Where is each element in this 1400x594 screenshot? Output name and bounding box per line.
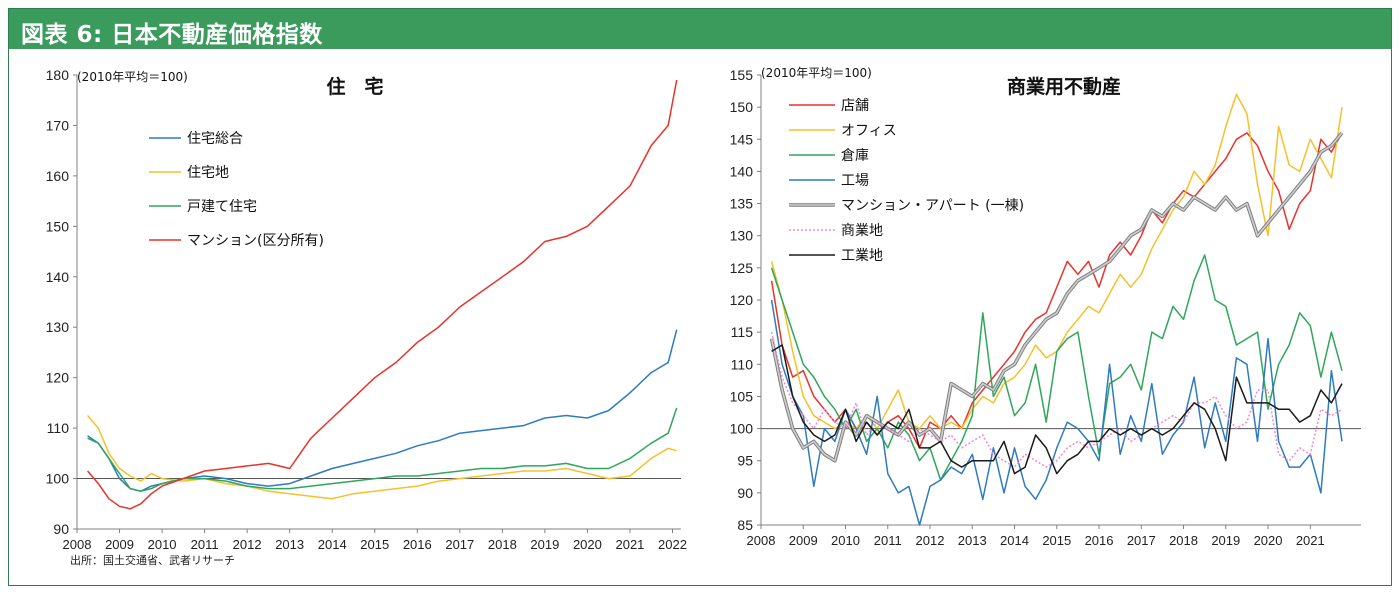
- series-line: [770, 331, 1343, 468]
- x-tick-label: 2012: [233, 537, 262, 552]
- figure-frame: 図表 6: 日本不動産価格指数 90 100 110 120 130 140 150 160 1…: [8, 8, 1392, 586]
- chart-title: 商業用不動産: [1007, 75, 1121, 98]
- x-tick-label: 2013: [275, 537, 304, 552]
- x-tick-label: 2020: [1254, 533, 1283, 548]
- y-tick-label: 110: [731, 356, 754, 372]
- series-line: [87, 407, 678, 492]
- series-line: [770, 299, 1343, 526]
- y-tick-label: 170: [46, 117, 70, 133]
- y-tick-label: 130: [730, 228, 754, 244]
- series-line: [87, 415, 677, 500]
- chart-title: 住 宅: [326, 75, 383, 98]
- x-tick-label: 2019: [1211, 533, 1240, 548]
- x-tick-label: 2010: [831, 533, 860, 548]
- commercial-chart-svg: 85 90 95 100 105 110 115 120 125 130 135 140 145 150 1…: [730, 66, 1361, 548]
- y-tick-label: 140: [730, 163, 754, 179]
- y-tick-label: 100: [730, 421, 754, 437]
- x-tick-label: 2020: [573, 537, 602, 552]
- legend-label: 商業地: [841, 223, 883, 239]
- unit-note: (2010年平均＝100): [761, 66, 872, 80]
- series-line: [87, 79, 678, 510]
- residential-chart-svg: 90 100 110 120 130 140 150 160 170 180 2008 2009 201…: [46, 67, 687, 552]
- x-tick-label: 2019: [530, 537, 559, 552]
- x-tick-label: 2010: [148, 537, 177, 552]
- x-tick-label: 2016: [1085, 533, 1114, 548]
- residential-chart-panel: 90 100 110 120 130 140 150 160 170 180 2008 2009 201…: [15, 53, 695, 583]
- legend-label: オフィス: [841, 123, 897, 139]
- y-tick-label: 95: [737, 453, 753, 469]
- x-tick-label: 2011: [191, 537, 219, 552]
- y-tick-label: 150: [46, 218, 70, 234]
- series-line: [770, 132, 1343, 462]
- y-tick-label: 85: [737, 517, 753, 533]
- y-tick-label: 120: [730, 292, 754, 308]
- x-tick-label: 2022: [658, 537, 687, 552]
- y-tick-label: 155: [730, 67, 754, 83]
- y-tick-label: 125: [730, 260, 754, 276]
- y-tick-label: 180: [46, 67, 70, 83]
- legend-label: 工場: [841, 173, 869, 189]
- y-tick-label: 110: [47, 420, 70, 436]
- commercial-axes: 85 90 95 100 105 110 115 120 125 130 135 140 145 150 1…: [730, 67, 1361, 548]
- residential-series-group: [87, 79, 678, 510]
- x-tick-label: 2017: [1127, 533, 1156, 548]
- figure-header: 図表 6: 日本不動産価格指数: [9, 9, 1391, 49]
- y-tick-label: 145: [730, 131, 754, 147]
- source-note: 出所：国土交通省、武者リサーチ: [70, 554, 235, 567]
- x-tick-label: 2021: [615, 537, 644, 552]
- y-tick-label: 90: [737, 485, 753, 501]
- y-tick-label: 105: [730, 388, 754, 404]
- x-tick-label: 2012: [916, 533, 945, 548]
- x-tick-label: 2008: [63, 537, 92, 552]
- x-tick-label: 2015: [360, 537, 389, 552]
- legend-label: 住宅総合: [187, 131, 243, 147]
- x-tick-label: 2017: [445, 537, 474, 552]
- x-tick-label: 2013: [958, 533, 987, 548]
- commercial-chart-panel: 85 90 95 100 105 110 115 120 125 130 135 140 145 150 1…: [699, 53, 1387, 583]
- legend-label: 戸建て住宅: [187, 199, 257, 215]
- x-tick-label: 2011: [874, 533, 902, 548]
- x-tick-label: 2009: [789, 533, 818, 548]
- y-tick-label: 135: [730, 196, 754, 212]
- x-tick-label: 2009: [105, 537, 134, 552]
- x-tick-label: 2014: [1000, 533, 1029, 548]
- unit-note: (2010年平均＝100): [77, 70, 188, 84]
- legend-label: 工業地: [841, 248, 883, 264]
- legend-label: マンション(区分所有): [187, 233, 324, 249]
- residential-axes: 90 100 110 120 130 140 150 160 170 180 2008 2009 201…: [46, 67, 687, 552]
- y-tick-label: 160: [46, 168, 70, 184]
- x-tick-label: 2018: [1169, 533, 1198, 548]
- series-line: [771, 344, 1343, 475]
- x-tick-label: 2018: [488, 537, 517, 552]
- x-tick-label: 2015: [1042, 533, 1071, 548]
- legend-label: 店舗: [841, 98, 869, 114]
- legend-label: 住宅地: [187, 165, 229, 181]
- y-tick-label: 150: [730, 99, 754, 115]
- y-tick-label: 120: [46, 370, 70, 386]
- x-tick-label: 2021: [1296, 533, 1325, 548]
- legend-label: 倉庫: [841, 147, 869, 164]
- series-line: [770, 254, 1343, 481]
- figure-title: 図表 6: 日本不動産価格指数: [21, 22, 323, 48]
- x-tick-label: 2008: [747, 533, 776, 548]
- y-tick-label: 115: [731, 324, 754, 340]
- y-tick-label: 90: [53, 521, 69, 537]
- y-tick-label: 130: [46, 319, 70, 335]
- series-line: [87, 329, 678, 492]
- y-tick-label: 100: [46, 471, 70, 487]
- x-tick-label: 2016: [403, 537, 432, 552]
- commercial-series-group: [769, 93, 1344, 526]
- legend-label: マンション・アパート (一棟): [841, 198, 1024, 214]
- x-tick-label: 2014: [318, 537, 347, 552]
- y-tick-label: 140: [46, 269, 70, 285]
